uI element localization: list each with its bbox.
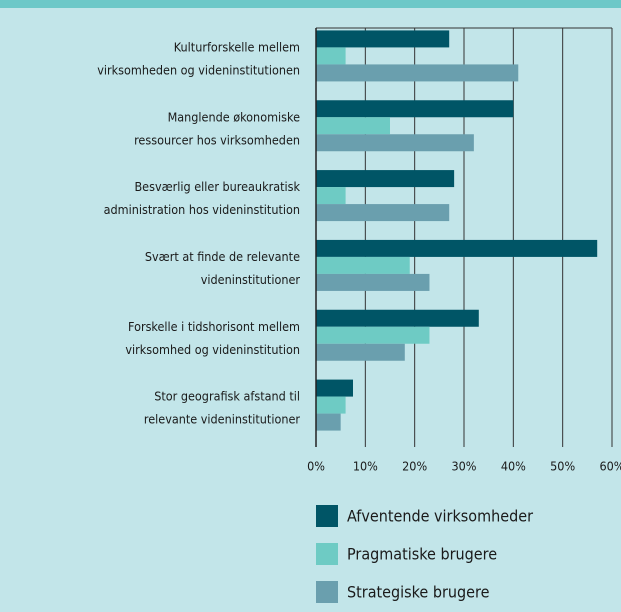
- bar: [316, 396, 346, 414]
- legend-swatch: [316, 543, 338, 565]
- x-tick-label: 30%: [452, 459, 477, 474]
- legend-text: Strategiske brugere: [347, 583, 490, 602]
- legend-text: Pragmatiske brugere: [347, 545, 497, 564]
- bar: [316, 134, 474, 152]
- bar: [316, 239, 598, 257]
- category-label: Forskelle i tidshorisont mellem virksomhe…: [125, 318, 300, 356]
- x-tick-label: 0%: [307, 459, 325, 474]
- legend-text: Afventende virksomheder: [347, 507, 533, 526]
- bar: [316, 256, 410, 274]
- x-tick-label: 50%: [550, 459, 575, 474]
- bar: [316, 170, 455, 188]
- bar: [316, 273, 430, 291]
- bar: [316, 117, 390, 135]
- bar: [316, 30, 450, 48]
- bar: [316, 47, 346, 65]
- bar: [316, 413, 341, 431]
- legend-swatch: [316, 505, 338, 527]
- x-tick-label: 40%: [501, 459, 526, 474]
- x-tick-label: 60%: [600, 459, 621, 474]
- category-label: Manglende økonomiske ressourcer hos virks…: [134, 109, 300, 147]
- bar: [316, 64, 519, 82]
- legend-swatch: [316, 581, 338, 603]
- bar: [316, 343, 405, 361]
- bar: [316, 204, 450, 222]
- category-label: Besværlig eller bureaukratisk administrat…: [104, 179, 301, 217]
- category-label: Svært at finde de relevante videninstitut…: [145, 248, 300, 286]
- bar: [316, 100, 514, 118]
- bar: [316, 326, 430, 344]
- category-label: Stor geografisk afstand til relevante vid…: [144, 388, 300, 426]
- x-tick-label: 20%: [402, 459, 427, 474]
- category-label: Kulturforskelle mellem virksomheden og vi…: [97, 39, 300, 77]
- bar: [316, 187, 346, 205]
- x-tick-label: 10%: [353, 459, 378, 474]
- bar: [316, 309, 479, 327]
- top-stripe: [0, 0, 621, 8]
- bar: [316, 379, 353, 397]
